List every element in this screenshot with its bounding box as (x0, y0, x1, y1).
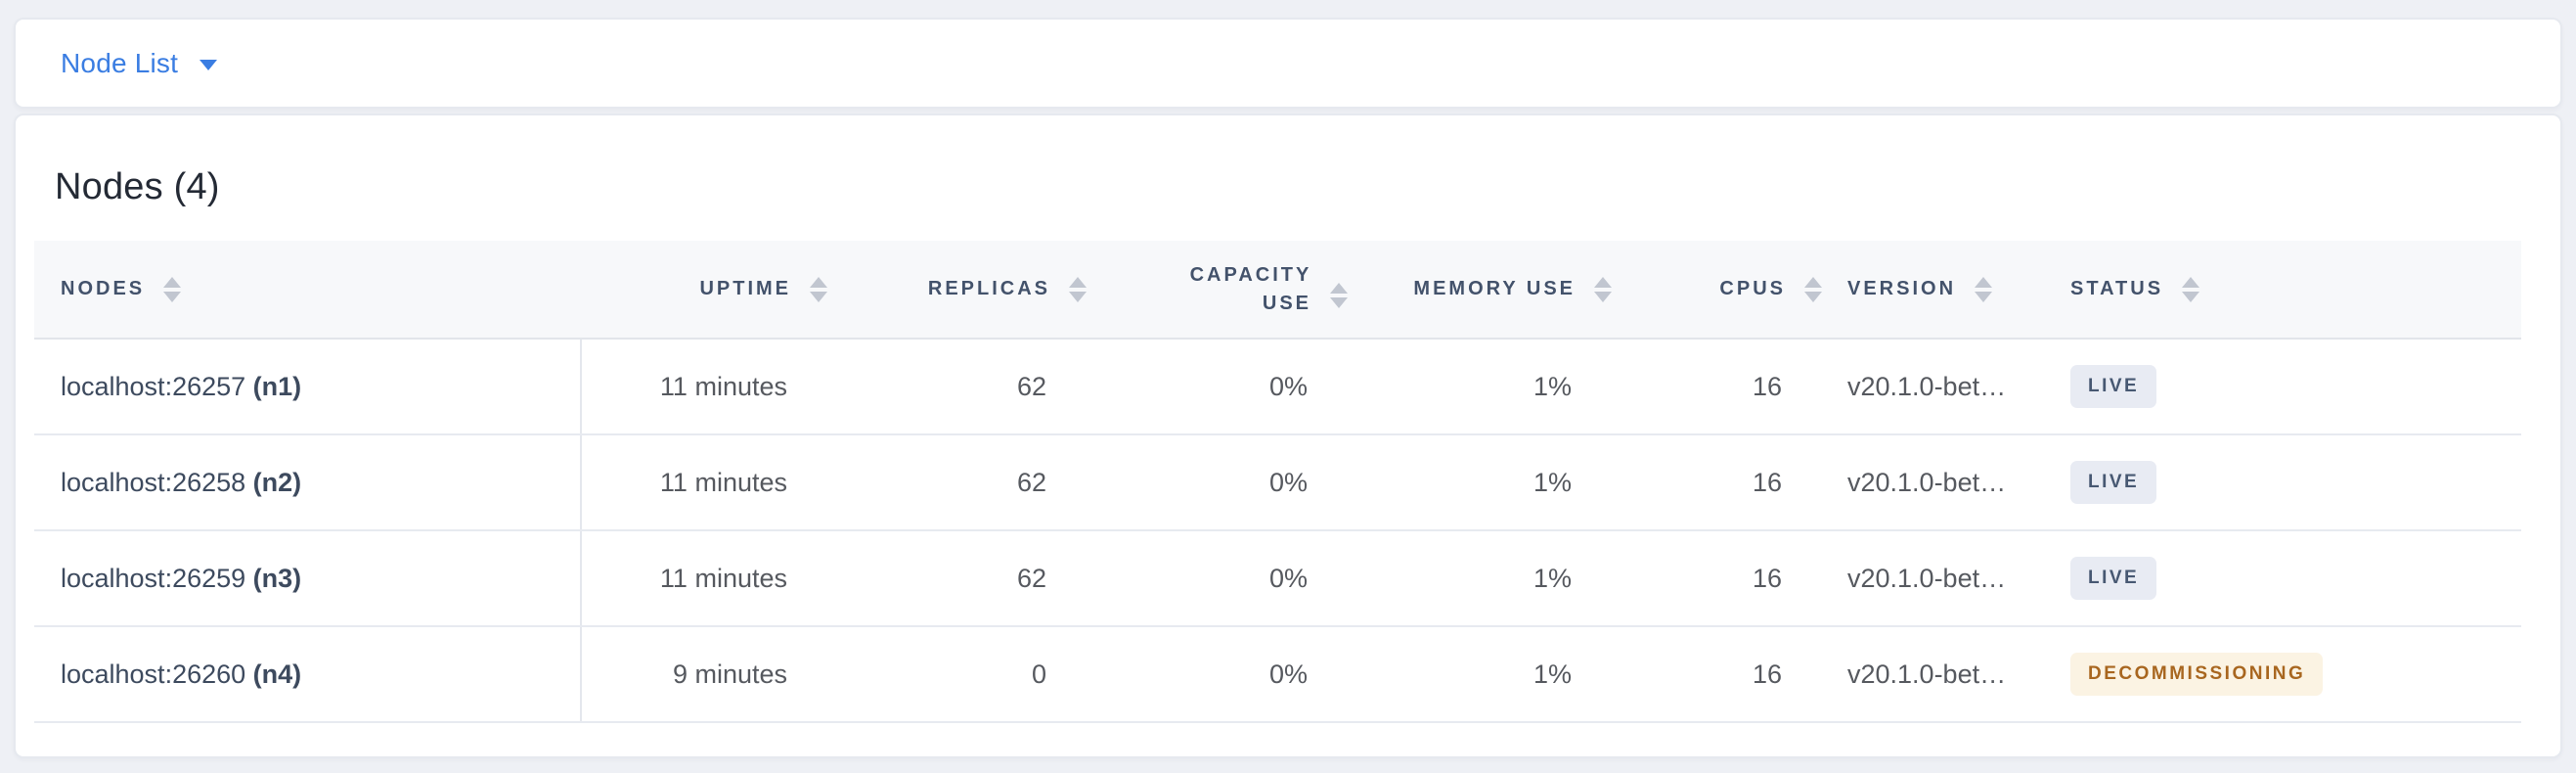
node-address: localhost:26257 (61, 371, 253, 401)
cell-replicas: 62 (831, 434, 1090, 531)
node-address: localhost:26259 (61, 563, 253, 593)
sort-icon[interactable] (1804, 276, 1822, 302)
column-header-cpus[interactable]: CPUS (1616, 241, 1826, 340)
cell-cpus: 16 (1616, 530, 1826, 627)
cell-memory-use: 1% (1352, 530, 1616, 627)
node-address: localhost:26260 (61, 659, 253, 689)
cell-cpus: 16 (1616, 434, 1826, 531)
caret-down-icon (200, 59, 218, 70)
cell-capacity-use: 0% (1090, 434, 1352, 531)
cell-replicas: 62 (831, 530, 1090, 627)
column-label-status: STATUS (2070, 278, 2164, 299)
column-header-nodes[interactable]: NODES (34, 241, 581, 340)
node-id: (n1) (252, 371, 302, 401)
cell-capacity-use: 0% (1090, 626, 1352, 723)
table-row[interactable]: localhost:26257 (n1) 11 minutes 62 0% 1% 16 v2… (34, 339, 2521, 435)
sort-icon[interactable] (1069, 276, 1087, 302)
table-row[interactable]: localhost:26260 (n4) 9 minutes 0 0% 1% 16 v20.… (34, 626, 2521, 723)
view-selector-dropdown[interactable]: Node List (61, 47, 218, 79)
column-label-capacity_use: CAPACITY USE (1189, 263, 1312, 314)
column-label-version: VERSION (1847, 278, 1957, 299)
column-header-status[interactable]: STATUS (2051, 241, 2521, 340)
node-address: localhost:26258 (61, 467, 253, 497)
cell-capacity-use: 0% (1090, 530, 1352, 627)
status-badge: LIVE (2070, 461, 2157, 504)
cell-capacity-use: 0% (1090, 339, 1352, 435)
cell-version: v20.1.0-bet… (1826, 339, 2051, 435)
sort-icon[interactable] (810, 276, 827, 302)
cell-cpus: 16 (1616, 339, 1826, 435)
view-selector-label: Node List (61, 47, 179, 78)
cell-node-address[interactable]: localhost:26258 (n2) (34, 434, 582, 531)
cell-memory-use: 1% (1352, 626, 1616, 723)
cell-version: v20.1.0-bet… (1826, 434, 2051, 531)
column-header-memory_use[interactable]: MEMORY USE (1352, 241, 1616, 340)
sort-icon[interactable] (1330, 282, 1348, 308)
cell-uptime: 9 minutes (581, 626, 831, 723)
column-header-version[interactable]: VERSION (1826, 241, 2051, 340)
table-row[interactable]: localhost:26259 (n3) 11 minutes 62 0% 1% 16 v2… (34, 530, 2521, 627)
cell-status: LIVE (2051, 434, 2521, 531)
cell-version: v20.1.0-bet… (1826, 530, 2051, 627)
cell-node-address[interactable]: localhost:26260 (n4) (34, 626, 582, 723)
page-title: Nodes (4) (55, 166, 220, 207)
nodes-table-container: NODES UPTIME REPLICAS CAPACITY USE MEMORY US… (34, 241, 2521, 723)
column-label-replicas: REPLICAS (927, 278, 1050, 299)
sort-icon[interactable] (163, 276, 182, 302)
sort-icon[interactable] (2182, 276, 2200, 302)
cell-status: LIVE (2051, 339, 2521, 435)
column-label-memory_use: MEMORY USE (1413, 278, 1576, 299)
cell-node-address[interactable]: localhost:26257 (n1) (34, 339, 582, 435)
status-badge: LIVE (2070, 557, 2157, 600)
sort-icon[interactable] (1594, 276, 1612, 302)
sort-icon[interactable] (1975, 276, 1993, 302)
table-row[interactable]: localhost:26258 (n2) 11 minutes 62 0% 1% 16 v2… (34, 434, 2521, 531)
status-badge: DECOMMISSIONING (2070, 653, 2324, 696)
cell-memory-use: 1% (1352, 434, 1616, 531)
table-header-row: NODES UPTIME REPLICAS CAPACITY USE MEMORY US… (34, 241, 2521, 340)
column-label-uptime: UPTIME (699, 278, 791, 299)
cell-node-address[interactable]: localhost:26259 (n3) (34, 530, 582, 627)
column-header-uptime[interactable]: UPTIME (581, 241, 831, 340)
column-header-replicas[interactable]: REPLICAS (831, 241, 1090, 340)
cell-status: DECOMMISSIONING (2051, 626, 2521, 723)
cell-uptime: 11 minutes (581, 434, 831, 531)
cell-memory-use: 1% (1352, 339, 1616, 435)
view-selector-bar: Node List (14, 18, 2562, 109)
node-id: (n2) (252, 467, 302, 497)
column-label-cpus: CPUS (1719, 278, 1786, 299)
cell-status: LIVE (2051, 530, 2521, 627)
cell-version: v20.1.0-bet… (1826, 626, 2051, 723)
node-id: (n3) (252, 563, 302, 593)
column-header-capacity_use[interactable]: CAPACITY USE (1090, 241, 1352, 340)
cell-uptime: 11 minutes (581, 530, 831, 627)
nodes-table: NODES UPTIME REPLICAS CAPACITY USE MEMORY US… (34, 241, 2521, 723)
cell-cpus: 16 (1616, 626, 1826, 723)
cell-replicas: 62 (831, 339, 1090, 435)
column-label-nodes: NODES (61, 278, 146, 299)
status-badge: LIVE (2070, 365, 2157, 408)
node-id: (n4) (252, 659, 302, 689)
cell-replicas: 0 (831, 626, 1090, 723)
cell-uptime: 11 minutes (581, 339, 831, 435)
nodes-panel: Nodes (4) NODES UPTIME REPLICAS CAPACITY US… (14, 114, 2562, 758)
